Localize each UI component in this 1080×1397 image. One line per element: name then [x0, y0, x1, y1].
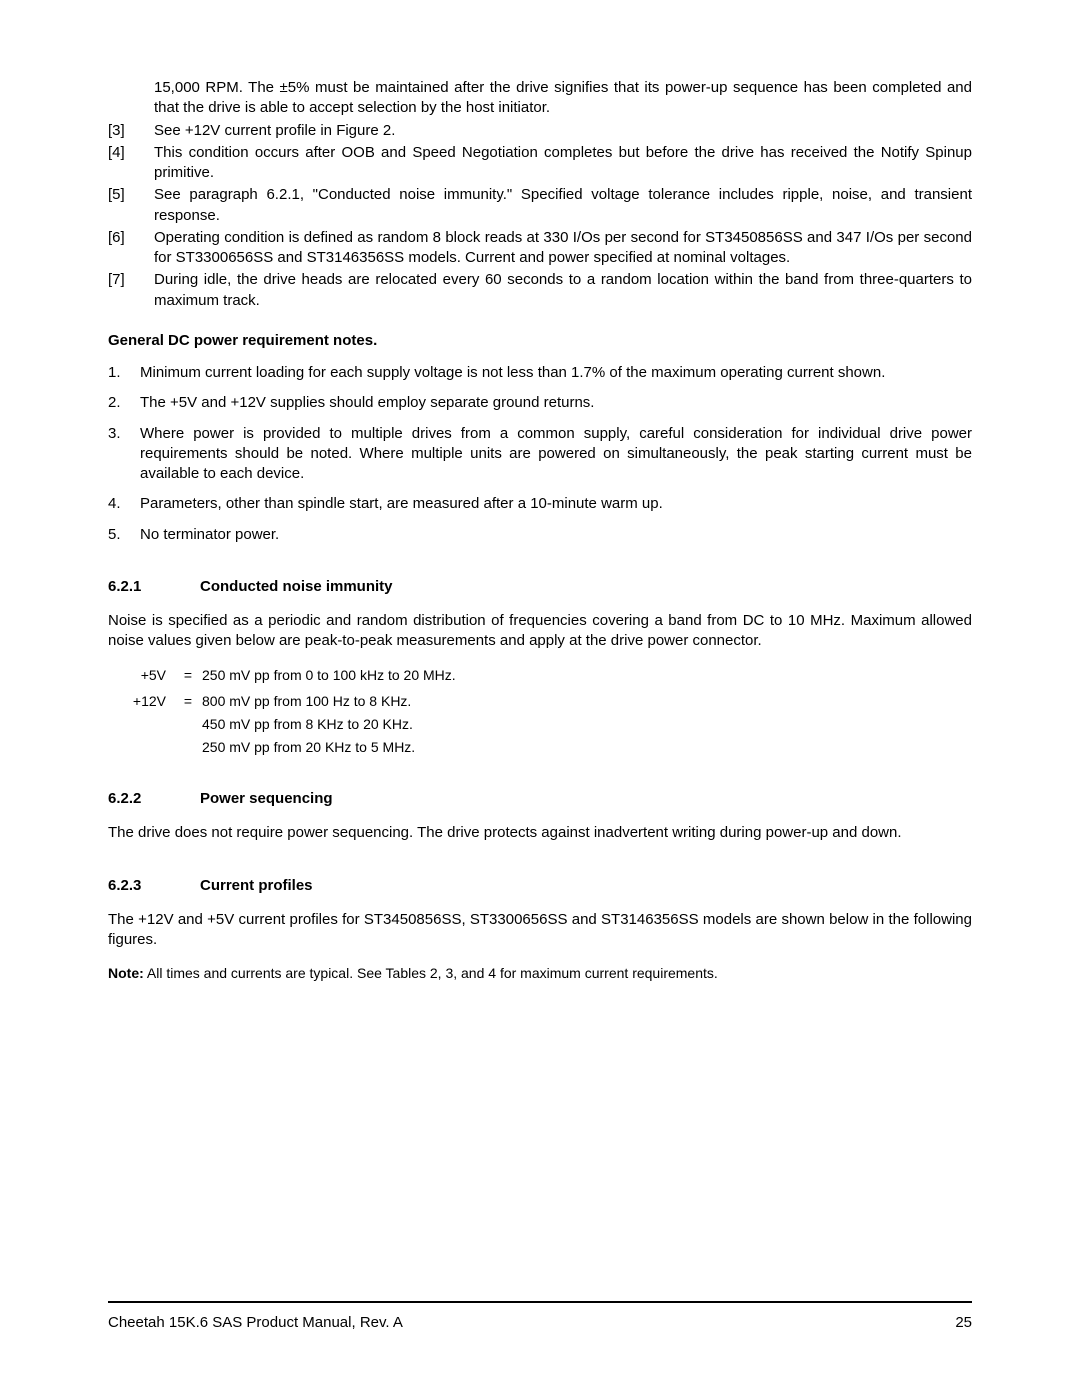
- footer-doc-title: Cheetah 15K.6 SAS Product Manual, Rev. A: [108, 1313, 403, 1333]
- spec-row: 250 mV pp from 20 KHz to 5 MHz.: [120, 738, 972, 757]
- note-body: All times and currents are typical. See …: [144, 965, 718, 981]
- general-note-item: 5.No terminator power.: [108, 525, 972, 545]
- footer-page-number: 25: [955, 1313, 972, 1333]
- bracket-note-item: [4]This condition occurs after OOB and S…: [108, 143, 972, 184]
- spec-row: +5V = 250 mV pp from 0 to 100 kHz to 20 …: [120, 666, 972, 685]
- equals-sign: =: [174, 692, 202, 711]
- equals-sign: [174, 738, 202, 757]
- general-note-item: 2.The +5V and +12V supplies should emplo…: [108, 393, 972, 413]
- bracket-note-item: [6]Operating condition is defined as ran…: [108, 228, 972, 269]
- general-notes-title: General DC power requirement notes.: [108, 331, 972, 351]
- spec-voltage-label: +5V: [120, 666, 174, 685]
- footer-rule: [108, 1301, 972, 1303]
- general-notes-list: 1.Minimum current loading for each suppl…: [108, 363, 972, 545]
- list-text: The +5V and +12V supplies should employ …: [140, 393, 972, 413]
- spec-description: 250 mV pp from 20 KHz to 5 MHz.: [202, 738, 972, 757]
- equals-sign: [174, 715, 202, 734]
- note-label: Note:: [108, 965, 144, 981]
- general-note-item: 1.Minimum current loading for each suppl…: [108, 363, 972, 383]
- bracket-note-item: [x]15,000 RPM. The ±5% must be maintaine…: [108, 78, 972, 119]
- section-number: 6.2.3: [108, 876, 200, 896]
- section-number: 6.2.2: [108, 789, 200, 809]
- general-note-item: 4.Parameters, other than spindle start, …: [108, 494, 972, 514]
- bracket-note-item: [5]See paragraph 6.2.1, "Conducted noise…: [108, 185, 972, 226]
- bracket-note-number: [7]: [108, 270, 154, 311]
- bracket-note-text: See +12V current profile in Figure 2.: [154, 121, 972, 141]
- section-6-2-1-heading: 6.2.1Conducted noise immunity: [108, 577, 972, 597]
- list-text: Where power is provided to multiple driv…: [140, 424, 972, 485]
- general-note-item: 3.Where power is provided to multiple dr…: [108, 424, 972, 485]
- list-number: 3.: [108, 424, 140, 485]
- spec-description: 450 mV pp from 8 KHz to 20 KHz.: [202, 715, 972, 734]
- spec-5v-block: +5V = 250 mV pp from 0 to 100 kHz to 20 …: [120, 666, 972, 685]
- list-text: No terminator power.: [140, 525, 972, 545]
- spec-row: 450 mV pp from 8 KHz to 20 KHz.: [120, 715, 972, 734]
- list-number: 1.: [108, 363, 140, 383]
- bracket-note-text: 15,000 RPM. The ±5% must be maintained a…: [154, 78, 972, 119]
- section-6-2-3-body: The +12V and +5V current profiles for ST…: [108, 910, 972, 951]
- bracket-note-number: [5]: [108, 185, 154, 226]
- spec-row: +12V = 800 mV pp from 100 Hz to 8 KHz.: [120, 692, 972, 711]
- bracket-note-number: [3]: [108, 121, 154, 141]
- section-number: 6.2.1: [108, 577, 200, 597]
- spec-voltage-label: +12V: [120, 692, 174, 711]
- spec-voltage-label: [120, 738, 174, 757]
- section-6-2-1-body: Noise is specified as a periodic and ran…: [108, 611, 972, 652]
- bracket-note-text: This condition occurs after OOB and Spee…: [154, 143, 972, 184]
- bracket-note-number: [4]: [108, 143, 154, 184]
- page-footer: Cheetah 15K.6 SAS Product Manual, Rev. A…: [108, 1301, 972, 1333]
- bracket-note-text: Operating condition is defined as random…: [154, 228, 972, 269]
- section-title-text: Power sequencing: [200, 790, 333, 807]
- spec-voltage-label: [120, 715, 174, 734]
- section-6-2-2-body: The drive does not require power sequenc…: [108, 823, 972, 843]
- section-title-text: Current profiles: [200, 877, 313, 894]
- bracket-note-item: [7]During idle, the drive heads are relo…: [108, 270, 972, 311]
- list-text: Parameters, other than spindle start, ar…: [140, 494, 972, 514]
- bracket-note-text: During idle, the drive heads are relocat…: [154, 270, 972, 311]
- section-6-2-2-heading: 6.2.2Power sequencing: [108, 789, 972, 809]
- spec-12v-block: +12V = 800 mV pp from 100 Hz to 8 KHz. 4…: [120, 692, 972, 757]
- note-line: Note: All times and currents are typical…: [108, 964, 972, 983]
- equals-sign: =: [174, 666, 202, 685]
- bracket-note-item: [3]See +12V current profile in Figure 2.: [108, 121, 972, 141]
- list-number: 2.: [108, 393, 140, 413]
- section-6-2-3-heading: 6.2.3Current profiles: [108, 876, 972, 896]
- list-number: 5.: [108, 525, 140, 545]
- list-text: Minimum current loading for each supply …: [140, 363, 972, 383]
- bracket-notes-list: [x]15,000 RPM. The ±5% must be maintaine…: [108, 78, 972, 311]
- section-title-text: Conducted noise immunity: [200, 578, 393, 595]
- bracket-note-text: See paragraph 6.2.1, "Conducted noise im…: [154, 185, 972, 226]
- spec-description: 250 mV pp from 0 to 100 kHz to 20 MHz.: [202, 666, 972, 685]
- bracket-note-number: [6]: [108, 228, 154, 269]
- spec-description: 800 mV pp from 100 Hz to 8 KHz.: [202, 692, 972, 711]
- list-number: 4.: [108, 494, 140, 514]
